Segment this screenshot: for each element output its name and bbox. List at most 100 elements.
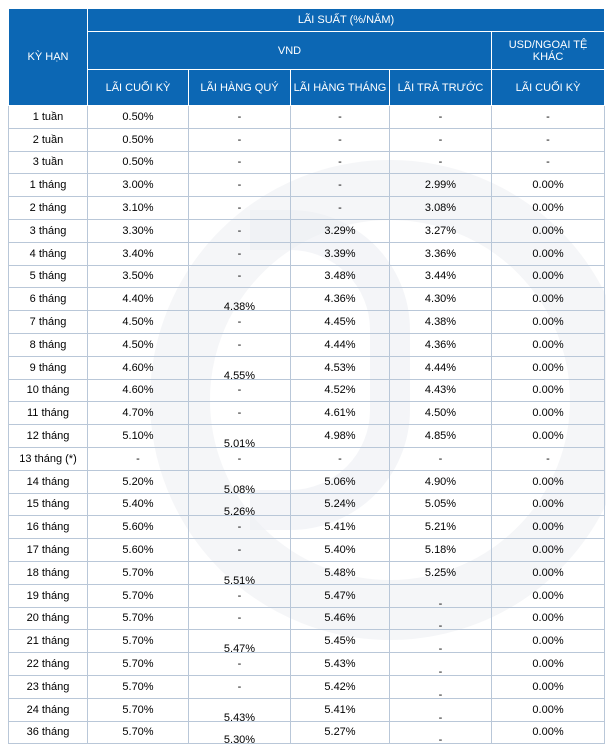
rate-cell: 4.85% <box>389 424 492 448</box>
rate-cell: 3.48% <box>290 264 390 289</box>
rate-cell: 5.41% <box>290 515 390 540</box>
rate-cell: 0.00% <box>490 720 606 745</box>
term-cell: 36 tháng <box>8 720 88 745</box>
rate-cell: - <box>389 583 492 610</box>
rate-cell: 4.98% <box>290 424 390 448</box>
table-row: 21 tháng 5.70% 5.47% 5.45% - 0.00% <box>8 629 606 656</box>
rate-cell: 3.27% <box>389 218 492 243</box>
header-col-prepaid: LÃI TRẢ TRƯỚC <box>389 69 492 106</box>
rate-cell: 4.44% <box>290 332 390 357</box>
rate-cell: - <box>188 652 291 676</box>
rate-value: 4.38% <box>223 301 256 314</box>
rate-cell: - <box>188 674 291 699</box>
rate-cell: - <box>188 218 291 243</box>
rate-value: 5.51% <box>223 574 256 587</box>
rate-cell: - <box>290 127 390 152</box>
rate-value: 5.43% <box>223 711 256 724</box>
table-row: 13 tháng (*) - - - - - <box>8 446 606 471</box>
rate-cell: 4.50% <box>87 332 189 357</box>
term-cell: 1 tháng <box>8 173 88 198</box>
rate-cell: 3.10% <box>87 196 189 220</box>
rate-cell: 5.30% <box>188 720 291 746</box>
table-row: 5 tháng 3.50% -3.48% 3.44% 0.00% <box>8 264 606 289</box>
rate-cell: 0.00% <box>490 674 606 699</box>
term-cell: 1 tuần <box>8 105 88 129</box>
rate-cell: 5.60% <box>87 538 189 562</box>
header-col-monthly: LÃI HÀNG THÁNG <box>290 69 390 106</box>
rate-cell: 5.70% <box>87 583 189 608</box>
term-cell: 20 tháng <box>8 606 88 631</box>
rate-cell: - <box>389 105 492 129</box>
rate-cell: 0.00% <box>490 287 606 312</box>
rate-cell: 2.99% <box>389 173 492 198</box>
rate-cell: 0.00% <box>490 469 606 494</box>
rate-cell: 5.20% <box>87 469 189 494</box>
rate-value: 5.47% <box>223 643 256 656</box>
rate-cell: 4.90% <box>389 469 492 494</box>
rate-cell: 5.25% <box>389 560 492 585</box>
rate-cell: 5.70% <box>87 720 189 745</box>
rate-cell: 5.48% <box>290 560 390 585</box>
rate-cell: - <box>188 378 291 403</box>
rate-cell: 0.00% <box>490 332 606 357</box>
rate-cell: 4.38% <box>188 287 291 314</box>
term-cell: 11 tháng <box>8 401 88 426</box>
rate-value: - <box>438 620 443 633</box>
rate-cell: 4.50% <box>389 401 492 426</box>
rate-cell: - <box>188 241 291 266</box>
rate-cell: - <box>188 401 291 426</box>
rate-cell: 5.05% <box>389 492 492 517</box>
rate-cell: 3.30% <box>87 218 189 243</box>
term-cell: 3 tuần <box>8 150 88 175</box>
rate-cell: 0.00% <box>490 538 606 562</box>
term-cell: 24 tháng <box>8 697 88 722</box>
rate-cell: - <box>389 629 492 655</box>
header-term: KỲ HẠN <box>8 8 88 106</box>
header-interest-rate: LÃI SUẤT (%/NĂM) <box>86 8 606 32</box>
rate-cell: 3.44% <box>389 264 492 289</box>
rate-cell: 5.43% <box>188 697 291 724</box>
rate-cell: 5.26% <box>188 492 291 519</box>
rate-cell: 0.00% <box>490 264 606 289</box>
rate-cell: 3.40% <box>87 241 189 266</box>
rate-cell: - <box>389 674 492 701</box>
table-row: 20 tháng 5.70% -5.46% -0.00% <box>8 606 606 633</box>
rate-cell: 5.47% <box>290 583 390 608</box>
rate-cell: - <box>87 446 189 471</box>
table-row: 17 tháng 5.60% -5.40% 5.18% 0.00% <box>8 538 606 562</box>
table-row: 23 tháng 5.70% -5.42% -0.00% <box>8 674 606 701</box>
rate-cell: 0.00% <box>490 583 606 608</box>
rate-cell: 0.00% <box>490 196 606 220</box>
rate-cell: - <box>490 105 606 129</box>
term-cell: 15 tháng <box>8 492 88 517</box>
table-row: 1 tháng 3.00% - -2.99% 0.00% <box>8 173 606 198</box>
table-row: 7 tháng 4.50% -4.45% 4.38% 0.00% <box>8 310 606 334</box>
rate-cell: - <box>490 127 606 152</box>
interest-rate-table: KỲ HẠN LÃI SUẤT (%/NĂM) VND USD/NGOẠI TỆ… <box>8 8 606 746</box>
rate-cell: - <box>290 150 390 175</box>
header-col-quarterly: LÃI HÀNG QUÝ <box>188 69 291 106</box>
rate-cell: 5.21% <box>389 515 492 540</box>
rate-cell: - <box>290 173 390 198</box>
rate-cell: - <box>389 652 492 678</box>
term-cell: 5 tháng <box>8 264 88 289</box>
rate-cell: 4.60% <box>87 378 189 403</box>
term-cell: 12 tháng <box>8 424 88 448</box>
rate-cell: 5.70% <box>87 697 189 722</box>
table-row: 10 tháng 4.60% -4.52% 4.43% 0.00% <box>8 378 606 403</box>
term-cell: 10 tháng <box>8 378 88 403</box>
header-col-usd-end-of-term: LÃI CUỐI KỲ <box>490 69 606 106</box>
rate-value: 5.26% <box>223 506 256 519</box>
rate-cell: 5.70% <box>87 606 189 631</box>
rate-cell: 0.00% <box>490 310 606 334</box>
rate-value: - <box>438 665 443 678</box>
rate-cell: 0.00% <box>490 629 606 654</box>
rate-cell: 4.55% <box>188 355 291 382</box>
rate-value: - <box>438 688 443 701</box>
rate-cell: - <box>389 697 492 724</box>
term-cell: 18 tháng <box>8 560 88 585</box>
rate-cell: 5.41% <box>290 697 390 722</box>
rate-cell: 0.00% <box>490 378 606 403</box>
table-row: 11 tháng 4.70% -4.61% 4.50% 0.00% <box>8 401 606 426</box>
